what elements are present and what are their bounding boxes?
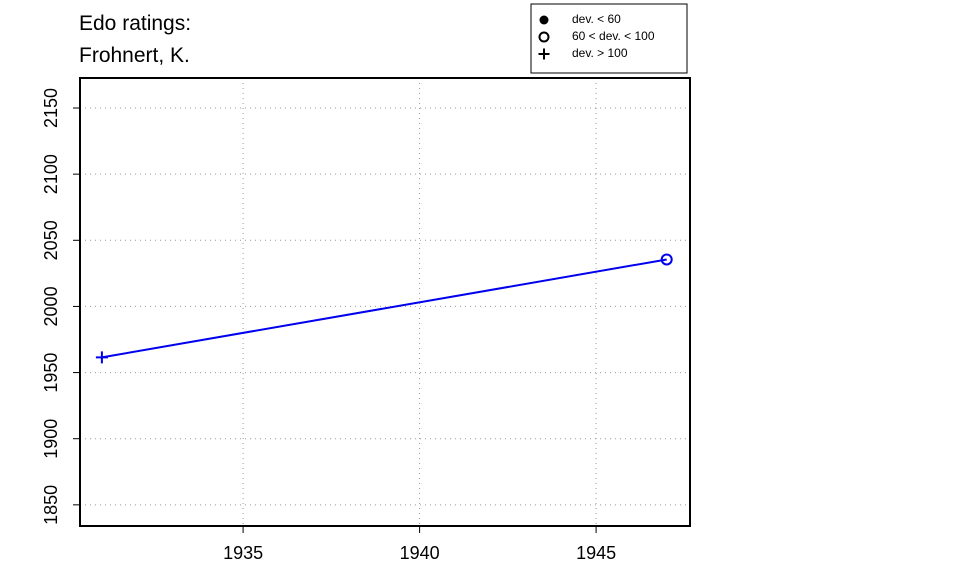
x-tick-label: 1940 [400, 543, 440, 563]
legend-label: 60 < dev. < 100 [572, 29, 655, 43]
y-tick-label: 2150 [41, 88, 61, 128]
legend-box [530, 3, 688, 74]
y-tick-label: 1850 [41, 485, 61, 525]
y-tick-label: 2100 [41, 154, 61, 194]
legend-label: dev. < 60 [572, 12, 621, 26]
legend-label: dev. > 100 [572, 46, 628, 60]
point [660, 253, 673, 266]
point [95, 351, 108, 364]
x-tick-label: 1935 [223, 543, 263, 563]
plot-frame [79, 77, 691, 527]
chart-subtitle: Frohnert, K. [79, 44, 190, 67]
y-tick-label: 2000 [41, 286, 61, 326]
legend-symbol [539, 15, 549, 25]
series-line [101, 258, 667, 359]
legend-symbol [538, 48, 550, 60]
y-tick-label: 2050 [41, 220, 61, 260]
x-tick-label: 1945 [576, 543, 616, 563]
y-tick-label: 1950 [41, 353, 61, 393]
legend-symbol [538, 31, 550, 43]
y-tick-label: 1900 [41, 419, 61, 459]
chart-title: Edo ratings: [79, 12, 191, 35]
